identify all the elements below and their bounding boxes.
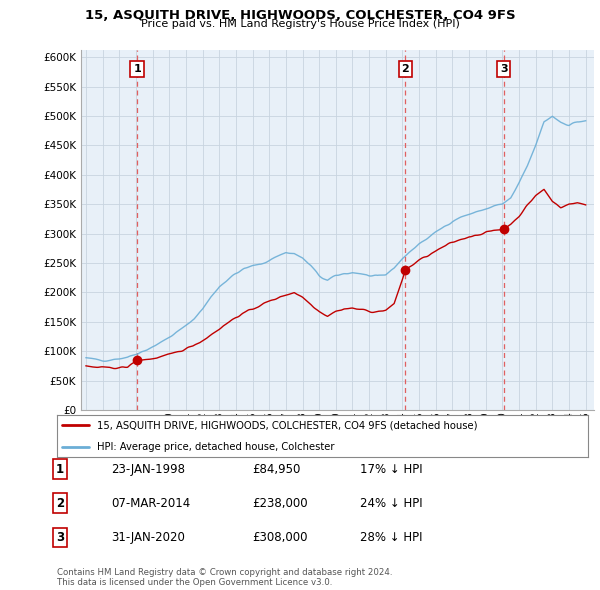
Text: 23-JAN-1998: 23-JAN-1998 (111, 463, 185, 476)
Text: £308,000: £308,000 (252, 531, 308, 544)
Text: 3: 3 (56, 531, 64, 544)
Text: 2: 2 (56, 497, 64, 510)
Text: HPI: Average price, detached house, Colchester: HPI: Average price, detached house, Colc… (97, 442, 334, 451)
Text: 3: 3 (500, 64, 508, 74)
Text: £238,000: £238,000 (252, 497, 308, 510)
Text: 31-JAN-2020: 31-JAN-2020 (111, 531, 185, 544)
Text: 15, ASQUITH DRIVE, HIGHWOODS, COLCHESTER, CO4 9FS (detached house): 15, ASQUITH DRIVE, HIGHWOODS, COLCHESTER… (97, 421, 478, 430)
Text: 15, ASQUITH DRIVE, HIGHWOODS, COLCHESTER, CO4 9FS: 15, ASQUITH DRIVE, HIGHWOODS, COLCHESTER… (85, 9, 515, 22)
Text: 24% ↓ HPI: 24% ↓ HPI (360, 497, 422, 510)
Text: 07-MAR-2014: 07-MAR-2014 (111, 497, 190, 510)
Text: Contains HM Land Registry data © Crown copyright and database right 2024.
This d: Contains HM Land Registry data © Crown c… (57, 568, 392, 587)
Text: 1: 1 (56, 463, 64, 476)
Text: 17% ↓ HPI: 17% ↓ HPI (360, 463, 422, 476)
Text: 28% ↓ HPI: 28% ↓ HPI (360, 531, 422, 544)
Text: 2: 2 (401, 64, 409, 74)
Text: 1: 1 (133, 64, 141, 74)
Text: £84,950: £84,950 (252, 463, 301, 476)
Text: Price paid vs. HM Land Registry's House Price Index (HPI): Price paid vs. HM Land Registry's House … (140, 19, 460, 29)
